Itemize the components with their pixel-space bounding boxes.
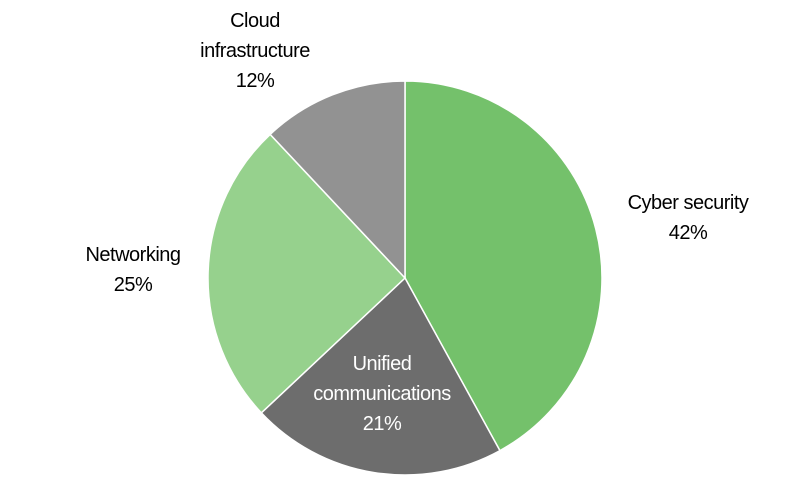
slice-label: Cyber security 42%: [598, 188, 778, 248]
value-label: 25%: [113, 274, 153, 296]
pie-slice: [269, 80, 406, 280]
category-label: Cyber security: [627, 192, 749, 214]
pie-slice: [207, 133, 407, 414]
category-label: Cloud infrastructure: [200, 10, 310, 62]
slice-label: Unified communications 21%: [292, 349, 472, 439]
value-label: 21%: [362, 413, 402, 435]
pie-slice: [404, 80, 603, 452]
slice-label: Networking 25%: [63, 240, 203, 300]
pie-slice: [260, 276, 501, 476]
value-label: 12%: [235, 70, 275, 92]
category-label: Networking: [85, 244, 181, 266]
value-label: 42%: [668, 222, 708, 244]
category-label: Unified communications: [313, 353, 451, 405]
slice-label: Cloud infrastructure 12%: [185, 6, 325, 96]
